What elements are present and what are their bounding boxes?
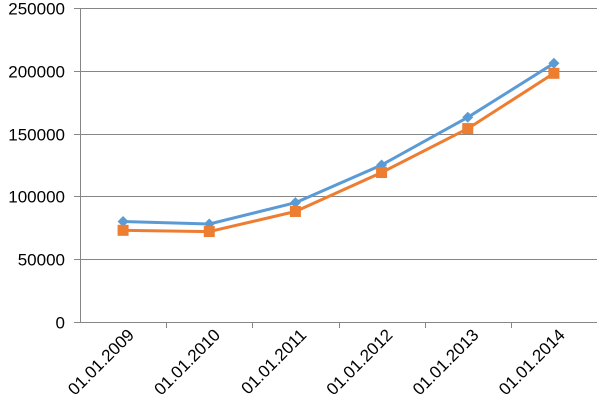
- series-1-point: [462, 111, 474, 123]
- series-2: [117, 67, 560, 238]
- series-1-point: [548, 57, 560, 69]
- y-tick-label: 250000: [8, 0, 65, 19]
- series-2-point: [548, 67, 560, 79]
- y-tick-label: 100000: [8, 188, 65, 207]
- x-tick-label: 01.01.2014: [495, 325, 569, 399]
- x-tick-label: 01.01.2010: [150, 325, 224, 399]
- grid-lines: [80, 8, 597, 260]
- x-tick-label: 01.01.2013: [409, 325, 483, 399]
- x-tick-label: 01.01.2011: [238, 325, 311, 398]
- series-2-point: [117, 224, 129, 236]
- y-tick-label: 50000: [18, 251, 65, 270]
- x-tick-label: 01.01.2012: [323, 325, 397, 399]
- series-1-point: [289, 197, 301, 209]
- y-tick-label: 150000: [8, 126, 65, 145]
- y-axis-tick-labels: 0 50000 100000 150000 200000 250000: [8, 0, 65, 333]
- series: [117, 57, 560, 238]
- series-1: [117, 57, 560, 230]
- series-2-point: [289, 205, 301, 217]
- series-2-point: [462, 123, 474, 135]
- x-axis-tick-labels: 01.01.2009 01.01.2010 01.01.2011 01.01.2012…: [64, 325, 568, 399]
- series-1-point: [117, 216, 129, 228]
- series-2-point: [376, 167, 388, 179]
- y-tick-label: 0: [56, 314, 65, 333]
- series-2-point: [203, 226, 215, 238]
- series-1-line: [121, 61, 556, 226]
- x-tick-label: 01.01.2009: [64, 325, 138, 399]
- axes: [74, 8, 597, 328]
- series-2-line: [121, 71, 556, 234]
- y-tick-label: 200000: [8, 63, 65, 82]
